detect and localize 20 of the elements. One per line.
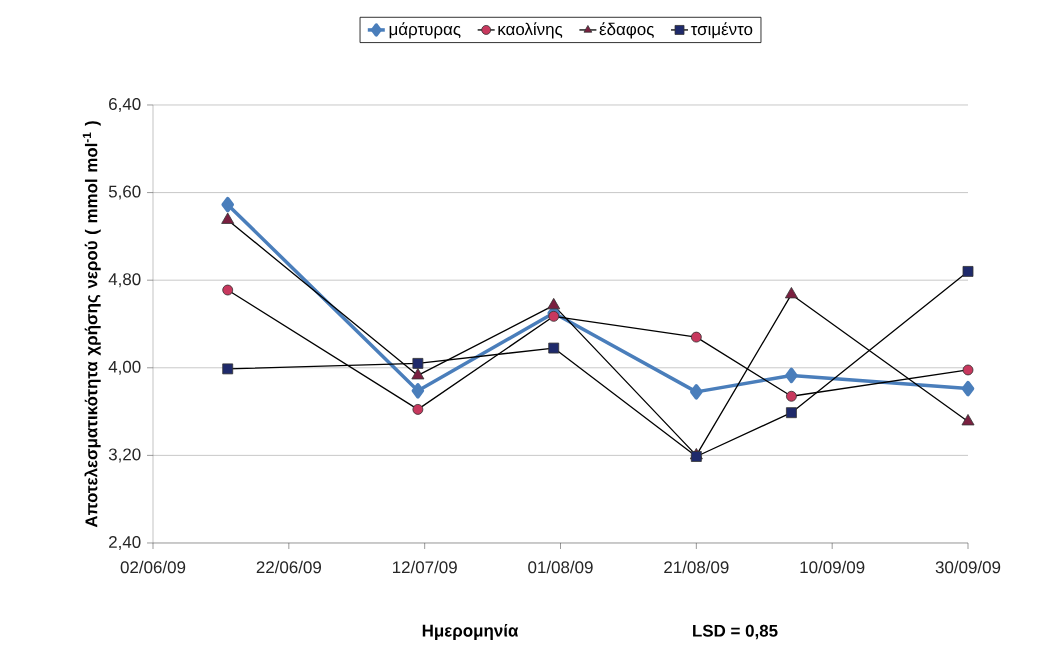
x-tick-label: 01/08/09 (528, 560, 593, 574)
x-tick-label: 02/06/09 (120, 560, 186, 574)
x-tick-label: 21/08/09 (664, 560, 729, 574)
y-tick-label: 3,20 (108, 448, 141, 463)
legend-label: τσιμέντο (690, 22, 753, 39)
y-tick-label: 2,40 (109, 535, 141, 550)
x-tick-label: 12/07/09 (393, 560, 457, 574)
y-axis-title: Αποτελεσματικότητα χρήσης νερού ( mmol mol$^{-1}$ ) (82, 121, 101, 528)
x-tick-label: 10/09/09 (800, 560, 865, 574)
x-tick-label: 22/06/09 (256, 560, 321, 574)
y-tick-label: 4,00 (108, 360, 141, 375)
y-tick-label: 5,60 (108, 185, 141, 200)
x-axis-title: Ημερομηνία (422, 623, 519, 640)
legend-label: καολίνης (498, 22, 563, 39)
legend-label: μάρτυρας (389, 22, 461, 39)
x-tick-label: 30/09/09 (935, 560, 1001, 574)
y-tick-label: 4,80 (108, 273, 141, 288)
legend-label: έδαφος (599, 22, 654, 39)
text: LSD = 0,85 (693, 624, 778, 640)
y-tick-label: 6,40 (109, 97, 141, 112)
